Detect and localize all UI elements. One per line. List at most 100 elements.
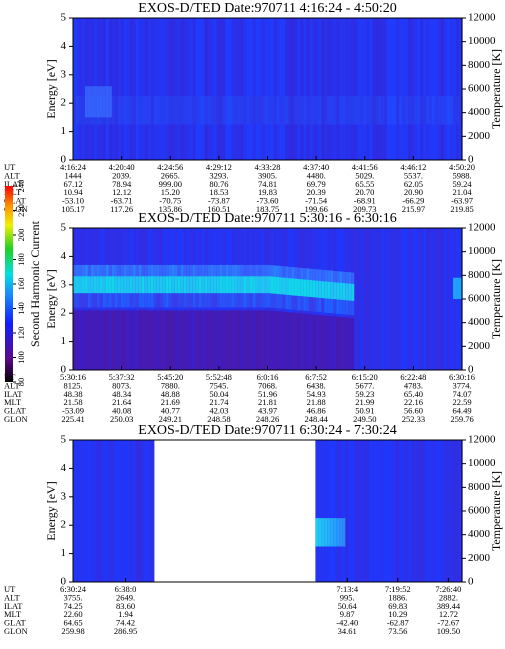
spectrogram-stripe <box>132 440 137 582</box>
spectrogram-cell <box>138 96 143 125</box>
spectrogram-cell <box>102 276 107 294</box>
spectrogram-stripe <box>237 18 242 160</box>
table-cell: 183.75 <box>256 204 279 214</box>
spectrogram-cell <box>159 293 164 308</box>
table-cell: 8125. <box>63 380 82 390</box>
spectrogram-stripe <box>171 18 176 160</box>
spectrogram-cell <box>333 282 337 300</box>
y2-tick-label: 6000 <box>468 83 491 95</box>
table-cell: 22.60 <box>63 609 82 619</box>
spectrogram-stripe <box>414 18 418 160</box>
spectrogram-cell <box>105 293 110 308</box>
table-cell: 20.39 <box>307 187 326 197</box>
spectrogram-cell <box>246 276 251 294</box>
spectrogram-cell <box>73 96 77 125</box>
spectrogram-cell <box>123 293 128 308</box>
spectrogram-stripe <box>135 18 140 160</box>
spectrogram-stripe <box>336 440 340 582</box>
spectrogram-cell <box>117 310 122 370</box>
spectrogram-cell <box>309 96 313 125</box>
spectrogram-cell <box>78 264 83 280</box>
spectrogram-cell <box>126 264 131 280</box>
spectrogram-cell <box>375 96 379 125</box>
spectrogram-cell <box>195 310 200 370</box>
table-cell: 46.86 <box>307 406 326 416</box>
spectrogram-cell <box>174 276 179 294</box>
spectrogram-cell <box>93 264 98 280</box>
spectrogram-cell <box>219 310 224 370</box>
spectrogram-cell <box>330 316 334 370</box>
spectrogram-cell <box>339 299 343 315</box>
spectrogram-cell <box>345 272 349 287</box>
spectrogram-stripe <box>423 228 427 370</box>
spectrogram-cell <box>360 96 364 125</box>
table-cell: 7068. <box>258 380 277 390</box>
table-cell: 7545. <box>209 380 228 390</box>
spectrogram-cell <box>237 293 242 308</box>
spectrogram-cell <box>135 264 140 280</box>
spectrogram-cell <box>459 277 463 299</box>
spectrogram-cell <box>195 264 200 280</box>
spectrogram-cell <box>75 276 80 294</box>
spectrogram-cell <box>210 293 215 308</box>
spectrogram-cell <box>81 276 86 294</box>
spectrogram-cell <box>162 96 167 125</box>
spectrogram-stripe <box>354 440 358 582</box>
spectrogram-cell <box>318 269 322 284</box>
spectrogram-stripe <box>441 18 445 160</box>
spectrogram-stripe <box>444 440 448 582</box>
spectrogram-cell <box>345 317 349 370</box>
spectrogram-cell <box>171 264 176 280</box>
spectrogram-cell <box>108 276 113 294</box>
spectrogram-cell <box>315 96 319 125</box>
spectrogram-stripe <box>381 228 385 370</box>
spectrogram-cell <box>198 96 203 125</box>
spectrogram-stripe <box>264 18 269 160</box>
table-cell: 48.38 <box>63 389 82 399</box>
spectrogram-cell <box>318 518 322 547</box>
table-cell: 259.98 <box>61 626 84 636</box>
spectrogram-cell <box>303 96 307 125</box>
table-cell: 135.86 <box>159 204 182 214</box>
spectrogram-stripe <box>186 18 191 160</box>
spectrogram-cell <box>264 293 269 308</box>
spectrogram-stripe <box>138 18 143 160</box>
spectrogram-cell <box>252 310 257 370</box>
spectrogram-cell <box>141 264 146 280</box>
spectrogram-stripe <box>330 440 334 582</box>
spectrogram-cell <box>342 518 346 547</box>
spectrogram-stripe <box>438 18 442 160</box>
spectrogram-cell <box>90 276 95 294</box>
spectrogram-stripe <box>432 440 436 582</box>
spectrogram-stripe <box>417 18 421 160</box>
chart-title: EXOS-D/TED Date:970711 6:30:24 - 7:30:24 <box>138 423 396 438</box>
spectrogram-cell <box>330 518 334 547</box>
spectrogram-cell <box>207 96 212 125</box>
spectrogram-cell <box>159 264 164 280</box>
spectrogram-cell <box>147 293 152 308</box>
spectrogram-cell <box>141 276 146 294</box>
spectrogram-cell <box>210 264 215 280</box>
spectrogram-cell <box>123 276 128 294</box>
table-cell: 4:29:12 <box>206 162 232 172</box>
spectrogram-cell <box>231 264 236 280</box>
spectrogram-cell <box>234 264 239 280</box>
table-row-label: ILAT <box>4 601 23 611</box>
spectrogram-cell <box>456 277 460 299</box>
table-cell: 22.16 <box>404 397 423 407</box>
spectrogram-stripe <box>345 440 349 582</box>
table-cell: 252.33 <box>402 414 425 424</box>
spectrogram-cell <box>270 265 275 280</box>
spectrogram-stripe <box>144 18 149 160</box>
spectrogram-cell <box>162 293 167 308</box>
spectrogram-stripe <box>189 18 194 160</box>
spectrogram-cell <box>186 96 191 125</box>
spectrogram-stripe <box>360 228 364 370</box>
table-cell: -63.97 <box>451 196 473 206</box>
spectrogram-cell <box>351 283 355 301</box>
spectrogram-cell <box>327 315 331 370</box>
spectrogram-cell <box>270 276 275 294</box>
spectrogram-cell <box>102 293 107 308</box>
spectrogram-stripe <box>384 228 388 370</box>
spectrogram-cell <box>309 268 313 283</box>
